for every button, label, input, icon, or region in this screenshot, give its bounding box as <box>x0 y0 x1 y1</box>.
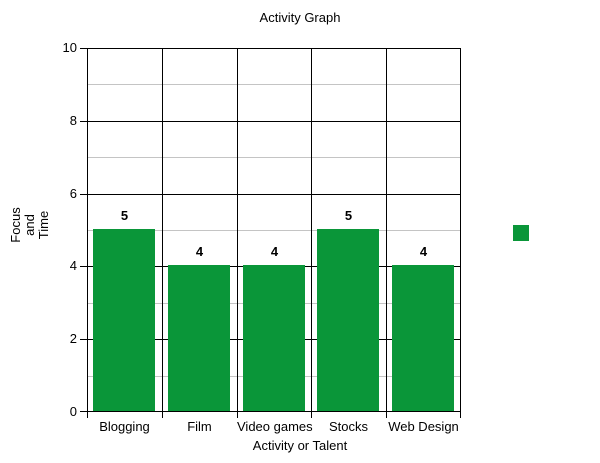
y-tick-label: 8 <box>69 112 77 128</box>
y-axis-line <box>87 48 88 412</box>
bar-value-label-video-games: 4 <box>270 244 279 260</box>
x-tick-mark <box>311 412 312 418</box>
x-category-label-web-design: Web Design <box>388 419 459 434</box>
minor-gridline <box>87 157 461 159</box>
x-axis-title: Activity or Talent <box>252 438 348 453</box>
bar-stocks <box>317 229 379 411</box>
x-category-label-stocks: Stocks <box>328 419 368 434</box>
y-tick-mark <box>80 339 87 341</box>
chart-title: Activity Graph <box>259 10 341 25</box>
y-axis-title-line: and <box>22 214 37 236</box>
minor-gridline <box>87 230 461 231</box>
bar-value-label-film: 4 <box>195 244 204 260</box>
y-tick-mark <box>80 411 87 412</box>
y-tick-mark <box>80 266 87 268</box>
x-tick-mark <box>237 412 238 418</box>
y-tick-label: 4 <box>69 258 77 274</box>
y-tick-label: 6 <box>69 185 77 201</box>
x-tick-mark <box>162 412 163 418</box>
x-tick-mark <box>87 412 88 418</box>
x-category-label-video-games: Video games <box>237 419 313 434</box>
plot-area: 5 4 4 5 4 <box>87 48 461 412</box>
bar-blogging <box>93 229 155 411</box>
x-tick-mark <box>460 412 461 418</box>
column-gridline <box>237 48 238 412</box>
y-tick-mark <box>80 193 87 195</box>
minor-gridline <box>87 84 461 86</box>
major-gridline <box>87 120 461 122</box>
y-axis-title-line: Focus <box>8 207 23 243</box>
y-axis-title: Focus and Time <box>8 207 51 243</box>
major-gridline <box>87 193 461 195</box>
bar-web-design <box>392 265 454 411</box>
bar-value-label-blogging: 5 <box>120 208 129 223</box>
y-tick-label: 2 <box>69 331 77 347</box>
column-gridline <box>386 48 387 412</box>
x-category-label-blogging: Blogging <box>99 419 150 434</box>
y-tick-mark <box>80 48 87 49</box>
bar-film <box>168 265 230 411</box>
x-tick-mark <box>386 412 387 418</box>
column-gridline <box>162 48 163 412</box>
column-gridline <box>460 48 461 412</box>
y-tick-label: 10 <box>62 40 77 55</box>
bar-video-games <box>243 265 305 411</box>
y-tick-label: 0 <box>69 404 77 419</box>
column-gridline <box>311 48 312 412</box>
major-gridline <box>87 411 461 412</box>
bar-value-label-stocks: 5 <box>344 208 353 223</box>
y-tick-mark <box>80 120 87 122</box>
legend-swatch <box>513 225 529 241</box>
major-gridline <box>87 48 461 49</box>
y-axis-title-line: Time <box>36 210 51 240</box>
bar-value-label-web-design: 4 <box>419 244 428 260</box>
x-category-label-film: Film <box>187 419 212 434</box>
